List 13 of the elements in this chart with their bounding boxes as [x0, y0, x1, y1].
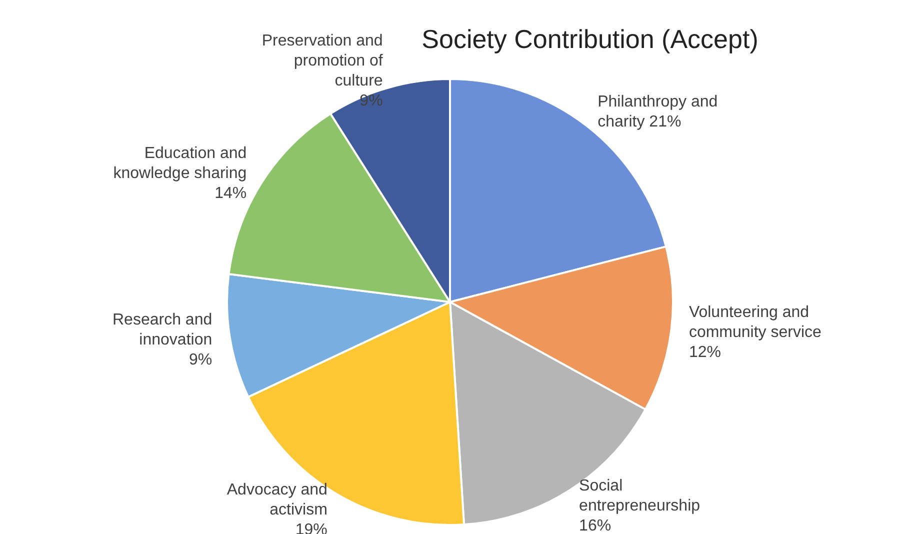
slice-label: Education and knowledge sharing [113, 144, 247, 182]
slice-label: Philanthropy and charity 21% [598, 94, 718, 131]
data-label: 14% [214, 184, 247, 202]
slice-label: Preservation and promotion of culture [262, 32, 384, 90]
slice-label: Advocacy and activism [226, 481, 328, 518]
chart-title: Society Contribution (Accept) [422, 24, 758, 54]
slice-label: Research and innovation [112, 312, 212, 349]
data-label: 12% [688, 344, 721, 362]
data-label: 9% [189, 352, 212, 369]
slice-label: Social entrepreneurship [579, 477, 700, 514]
data-label: 16% [579, 517, 612, 534]
data-label: 9% [360, 92, 383, 110]
slice-label: Volunteering and community service [688, 304, 822, 342]
